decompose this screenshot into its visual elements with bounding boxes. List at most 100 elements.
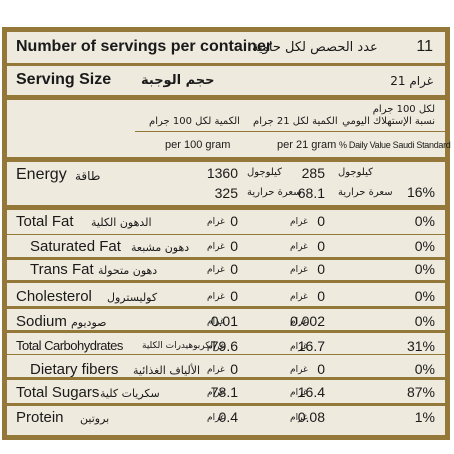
header-underline: [135, 131, 445, 132]
energy-kcal-21: 68.1: [297, 185, 325, 201]
nutrient-unit-per21: غرام: [290, 317, 308, 327]
row-divider: [7, 257, 445, 260]
nutrient-label-ar: الكربوهيدرات الكلية: [142, 341, 216, 351]
nutrient-label-en: Dietary fibers: [30, 361, 119, 378]
nutrient-value-per100: 0: [230, 288, 238, 304]
nutrient-daily-value: 87%: [406, 384, 435, 400]
nutrient-label-en: Trans Fat: [30, 261, 94, 278]
col-per21-ar: الكمية لكل 21 جرام: [253, 116, 338, 127]
col-per100-en: per 100 gram: [165, 139, 231, 151]
nutrient-unit-per21: غرام: [290, 265, 308, 275]
nutrient-value-per100: 0: [230, 238, 238, 254]
nutrient-daily-value: 0%: [414, 288, 435, 304]
nutrient-label-en: Saturated Fat: [30, 238, 121, 255]
nutrient-label-en: Total Sugars: [16, 384, 100, 401]
nutrient-unit-per100: غرام: [207, 292, 225, 302]
nutrient-unit-per21: غرام: [290, 413, 308, 423]
nutrient-value-per100: 79.6: [210, 338, 238, 354]
nutrient-unit-per100: غرام: [207, 217, 225, 227]
row-divider: [7, 280, 445, 283]
nutrient-unit-per100: غرام: [207, 413, 225, 423]
nutrient-unit-per100: غرام: [207, 388, 225, 398]
nutrient-label-ar: دهون مشبعة: [131, 241, 190, 254]
nutrient-unit-per21: غرام: [290, 242, 308, 252]
row-divider: [7, 403, 445, 406]
serving-size-label-ar: حجم الوجبة: [141, 73, 215, 88]
nutrient-unit-per21: غرام: [290, 217, 308, 227]
energy-label-en: Energy: [16, 166, 67, 183]
energy-kcal-100: 325: [214, 185, 238, 201]
divider-thick: [7, 95, 445, 100]
nutrient-label-ar: صوديوم: [71, 316, 107, 329]
nutrient-value-per100: 0: [230, 361, 238, 377]
nutrient-value-per21: 0: [317, 288, 325, 304]
nutrient-label-en: Protein: [16, 409, 64, 426]
nutrient-value-per21: 0: [317, 361, 325, 377]
divider: [7, 63, 445, 66]
row-divider: [7, 234, 445, 235]
nutrient-unit-per100: غرام: [207, 365, 225, 375]
nutrient-unit-per21: غرام: [290, 388, 308, 398]
col-dv-ar-2: نسبة الإستهلاك اليومي: [342, 116, 435, 127]
energy-kcal-unit-100: سعرة حرارية: [247, 187, 302, 198]
servings-label-en: Number of servings per container: [16, 38, 273, 55]
col-per21-en: per 21 gram: [277, 139, 337, 151]
nutrient-label-en: Total Carbohydrates: [16, 338, 123, 353]
nutrition-facts-label: Number of servings per container عدد الح…: [2, 27, 451, 440]
nutrient-unit-per100: غرام: [207, 242, 225, 252]
servings-value: 11: [416, 38, 433, 55]
nutrient-label-ar: الدهون الكلية: [91, 216, 152, 229]
nutrient-value-per21: 0.002: [289, 313, 325, 329]
nutrient-value-per100: 78.1: [210, 384, 238, 400]
row-divider: [7, 306, 445, 309]
nutrient-unit-per21: غرام: [290, 365, 308, 375]
col-dv-ar-1: لكل 100 جرام: [372, 104, 435, 115]
nutrient-value-per21: 0: [317, 261, 325, 277]
energy-kcal-unit-21: سعرة حرارية: [338, 187, 393, 198]
nutrient-value-per100: 0: [230, 261, 238, 277]
nutrient-daily-value: 0%: [414, 261, 435, 277]
nutrient-label-ar: سكريات كلية: [100, 387, 160, 400]
nutrient-value-per100: 0.4: [218, 409, 238, 425]
nutrient-value-per21: 16.4: [297, 384, 325, 400]
serving-size-label-en: Serving Size: [16, 71, 112, 88]
row-divider: [7, 377, 445, 380]
nutrient-value-per21: 0.08: [297, 409, 325, 425]
nutrient-daily-value: 0%: [414, 238, 435, 254]
divider-thick: [7, 157, 445, 162]
serving-size-value: 21 غرام: [390, 74, 433, 88]
nutrient-unit-per100: غرام: [207, 265, 225, 275]
nutrient-label-en: Total Fat: [16, 213, 74, 230]
nutrient-label-ar: كوليسترول: [107, 291, 158, 304]
energy-kj-unit-100: كيلوجول: [247, 167, 282, 178]
nutrient-value-per21: 16.7: [297, 338, 325, 354]
nutrient-label-en: Sodium: [16, 313, 67, 330]
nutrient-value-per21: 0: [317, 213, 325, 229]
nutrient-value-per21: 0: [317, 238, 325, 254]
divider-thick: [7, 205, 445, 210]
nutrient-unit-per21: غرام: [290, 292, 308, 302]
energy-kj-21: 285: [301, 165, 325, 181]
nutrient-daily-value: 1%: [414, 409, 435, 425]
nutrient-label-en: Cholesterol: [16, 288, 92, 305]
energy-kj-100: 1360: [206, 165, 238, 181]
nutrient-value-per100: 0: [230, 213, 238, 229]
nutrient-daily-value: 0%: [414, 313, 435, 329]
row-divider: [7, 354, 445, 355]
nutrient-daily-value: 0%: [414, 213, 435, 229]
servings-label-ar: عدد الحصص لكل حاوية: [252, 40, 378, 55]
col-dv-en: % Daily Value Saudi Standard: [339, 140, 451, 150]
row-divider: [7, 330, 445, 333]
energy-kj-unit-21: كيلوجول: [338, 167, 373, 178]
nutrient-unit-per100: غرام: [207, 317, 225, 327]
nutrient-label-ar: بروتين: [80, 412, 110, 425]
nutrient-value-per100: 0.01: [210, 313, 238, 329]
nutrient-daily-value: 0%: [414, 361, 435, 377]
nutrient-daily-value: 31%: [406, 338, 435, 354]
nutrient-unit-per21: غرام: [290, 342, 308, 352]
nutrient-label-ar: دهون متحولة: [98, 264, 158, 277]
energy-dv: 16%: [406, 184, 435, 200]
nutrient-unit-per100: غرام: [207, 342, 225, 352]
energy-label-ar: طاقة: [75, 169, 101, 183]
col-per100-ar: الكمية لكل 100 جرام: [149, 116, 240, 127]
